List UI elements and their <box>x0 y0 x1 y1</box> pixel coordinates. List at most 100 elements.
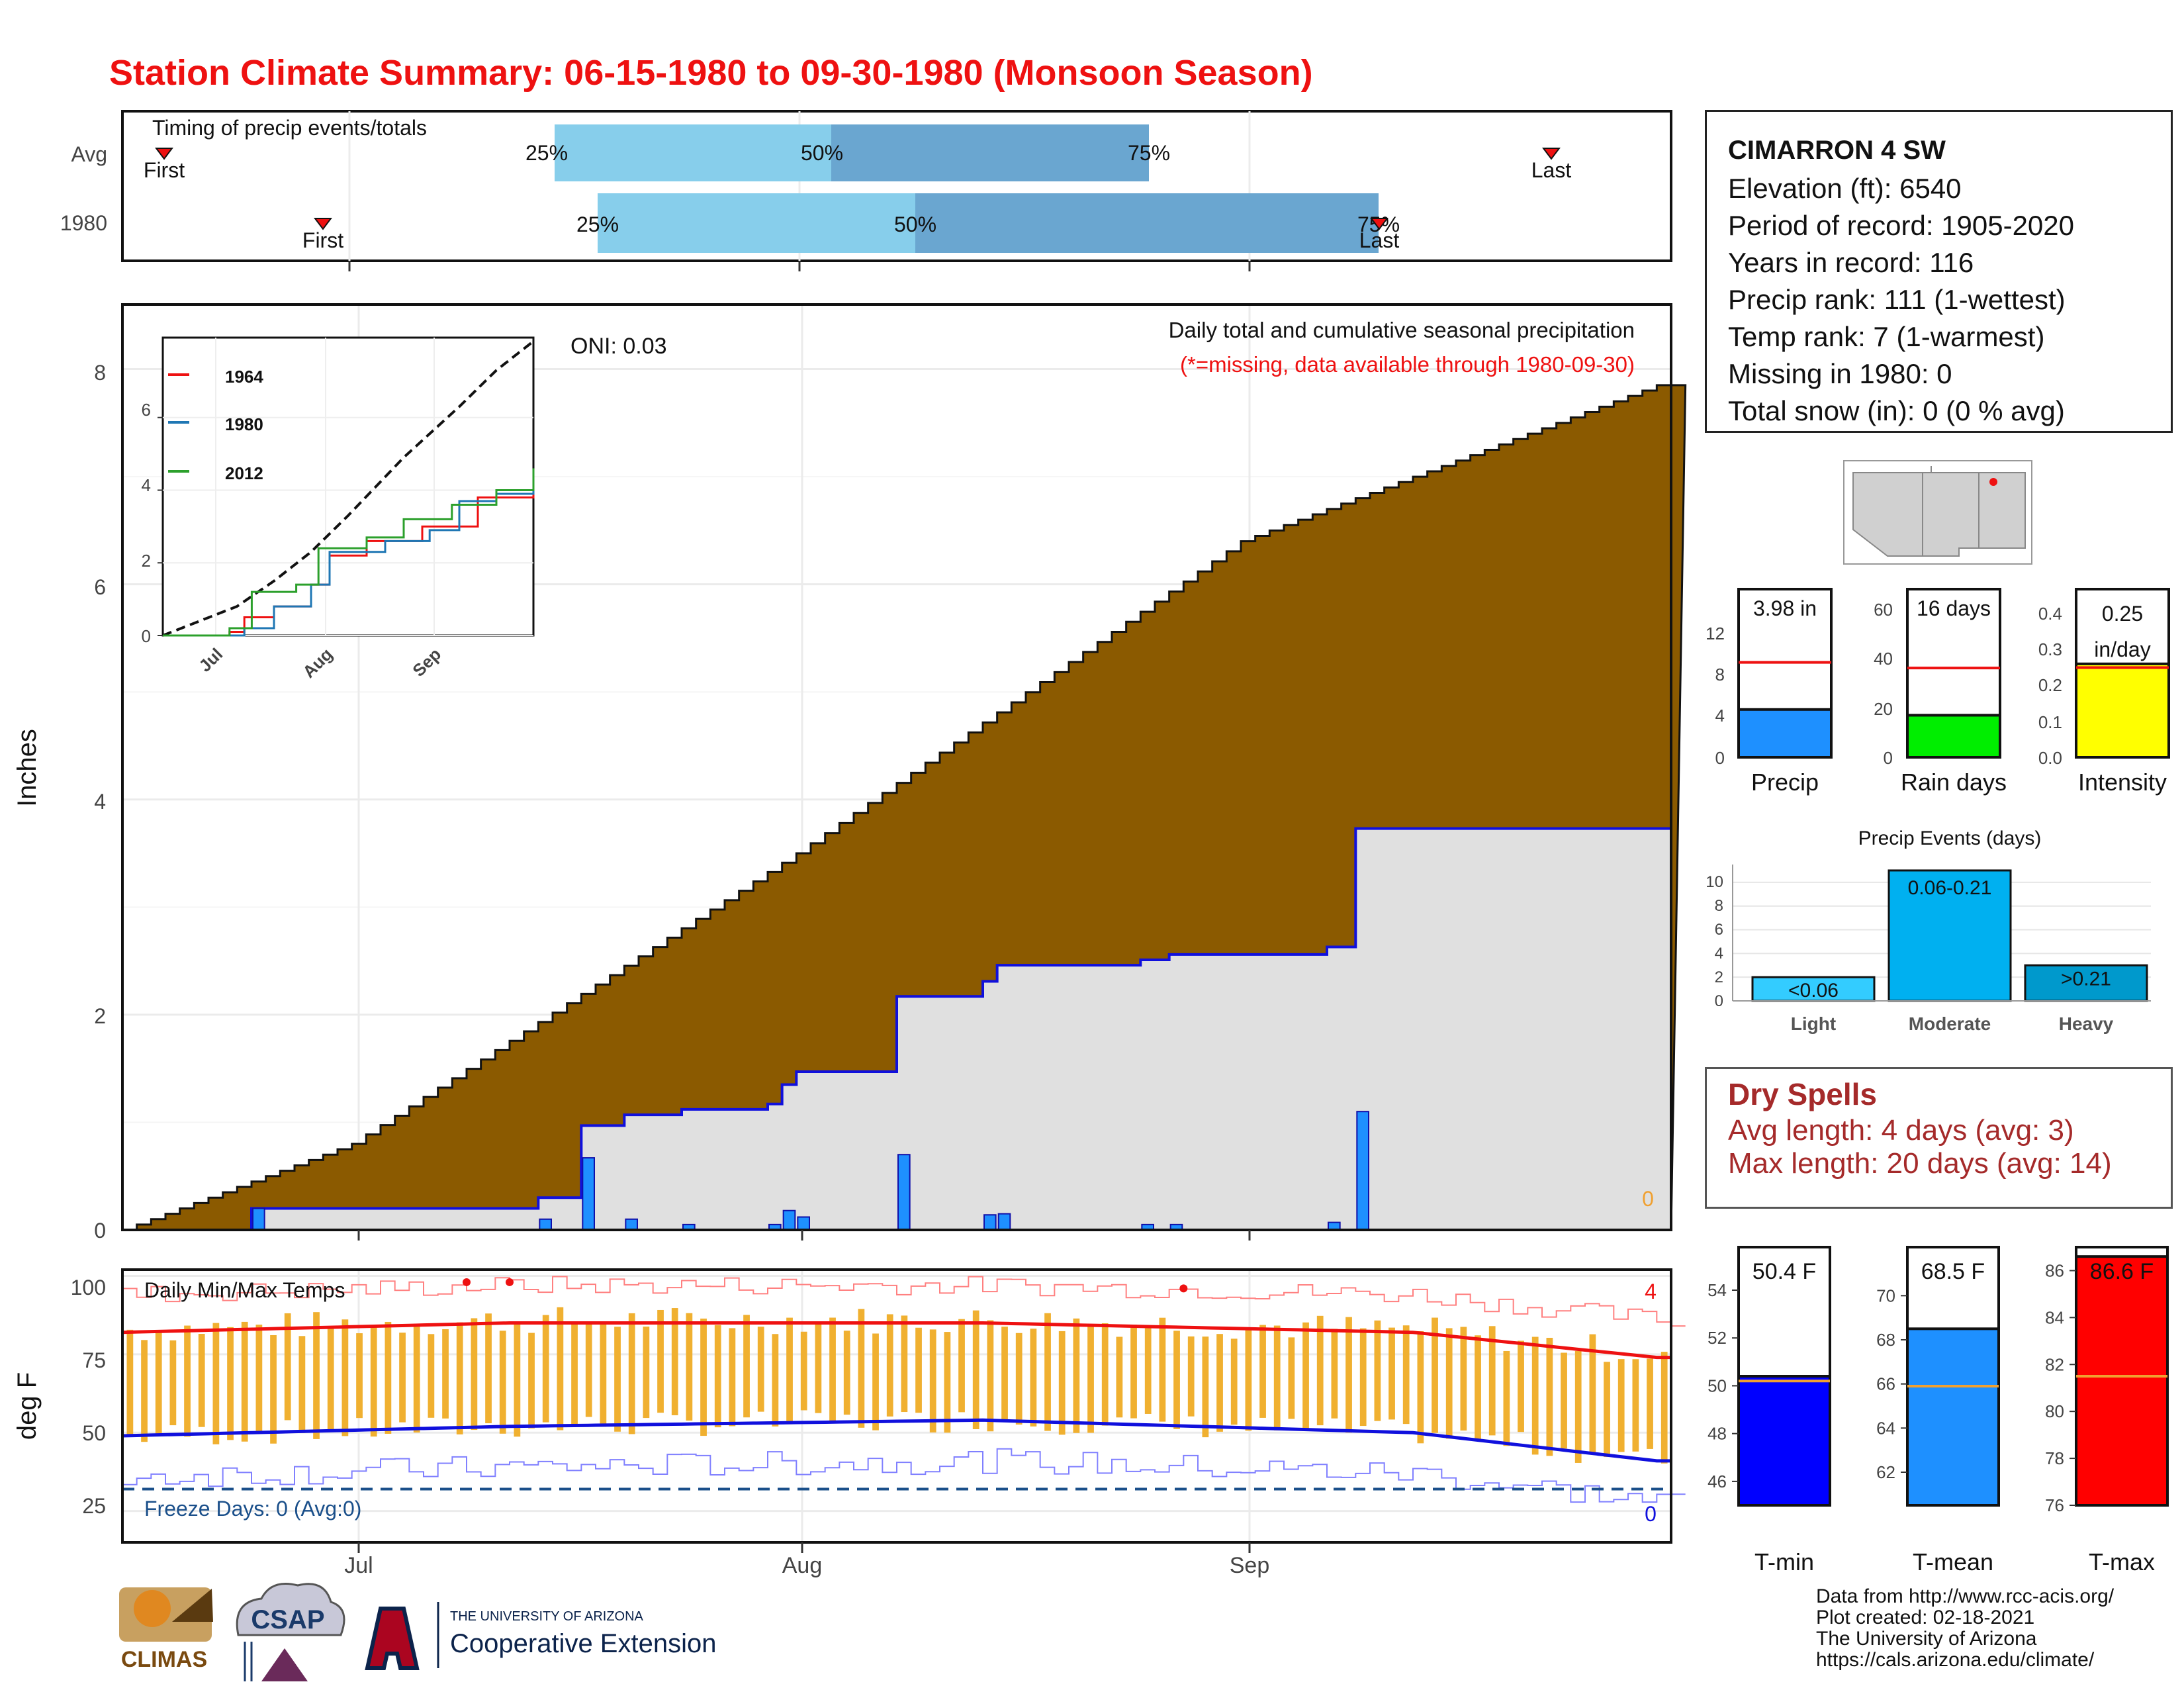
avg-q25-label: 25% <box>525 141 568 165</box>
rain-tick-40: 40 <box>1874 649 1893 669</box>
year-first-label: First <box>302 228 343 252</box>
daily-temp-bar <box>327 1327 334 1430</box>
precip-gauge-bar <box>1737 708 1833 759</box>
daily-temp-bar <box>1230 1338 1238 1425</box>
daily-temp-bar <box>829 1317 836 1423</box>
inset-ytick-4: 4 <box>142 475 151 495</box>
station-snow: Total snow (in): 0 (0 % avg) <box>1728 395 2065 426</box>
daily-temp-bar <box>141 1340 148 1442</box>
tmin-tick: 54 <box>1707 1280 1727 1300</box>
tmax-gauge-value: 86.6 F <box>2090 1259 2154 1284</box>
rain-tick-20: 20 <box>1874 699 1893 719</box>
daily-temp-bar <box>1316 1315 1324 1426</box>
daily-temp-bar <box>786 1317 793 1425</box>
events-title: Precip Events (days) <box>1858 827 2042 849</box>
tmean-gauge: 68.5 F T-mean 62 64 66 68 70 <box>1876 1246 2000 1575</box>
daily-temp-bar <box>1216 1334 1223 1432</box>
events-bar-label: 0.06-0.21 <box>1908 877 1992 899</box>
daily-temp-bar <box>1087 1325 1094 1433</box>
record-low-count: 0 <box>1645 1502 1657 1526</box>
events-ytick-4: 4 <box>1715 945 1723 962</box>
dry-spells-avg: Avg length: 4 days (avg: 3) <box>1728 1114 2074 1147</box>
daily-temp-bar <box>1288 1337 1295 1419</box>
temp-caption: Daily Min/Max Temps <box>144 1278 345 1302</box>
events-ytick-6: 6 <box>1715 921 1723 939</box>
record-high-marker <box>463 1278 471 1286</box>
int-tick-3: 0.3 <box>2038 639 2062 659</box>
daily-temp-bar <box>1445 1328 1453 1439</box>
year-cumulative-line <box>122 827 1671 1231</box>
daily-temp-bar <box>1116 1336 1123 1418</box>
daily-temp-bar <box>1173 1331 1180 1429</box>
daily-temp-bar <box>1488 1326 1496 1436</box>
daily-temp-bar <box>385 1321 392 1434</box>
daily-temp-bar <box>800 1331 807 1411</box>
daily-temp-bar <box>1302 1322 1309 1430</box>
daily-temp-bar <box>1388 1327 1395 1420</box>
tmin-tick: 48 <box>1707 1424 1727 1444</box>
dry-spells-max: Max length: 20 days (avg: 14) <box>1728 1147 2112 1180</box>
daily-precip-bar <box>1356 1111 1369 1231</box>
temp-ytick-75: 75 <box>82 1348 106 1372</box>
tmin-gauge-bar <box>1737 1375 1831 1507</box>
xtick-aug: Aug <box>782 1553 823 1578</box>
daily-temp-bar <box>1417 1331 1424 1444</box>
temp-ylabel: deg F <box>13 1372 42 1440</box>
daily-temp-bar <box>514 1321 521 1437</box>
inset-legend-1980: 1980 <box>225 414 263 434</box>
avg-first-marker-icon <box>155 148 173 160</box>
daily-temp-bar <box>1632 1359 1639 1452</box>
tmean-tick: 70 <box>1876 1286 1895 1305</box>
daily-temp-bar <box>126 1329 134 1434</box>
xtick-sep: Sep <box>1230 1553 1270 1578</box>
station-temp-rank: Temp rank: 7 (1-warmest) <box>1728 321 2045 352</box>
daily-temp-bar <box>1159 1317 1166 1422</box>
events-bar-heavy <box>2024 964 2148 1002</box>
tmax-tick: 78 <box>2045 1448 2064 1468</box>
freeze-days-label: Freeze Days: 0 (Avg:0) <box>144 1497 361 1521</box>
station-elevation: Elevation (ft): 6540 <box>1728 173 1962 204</box>
int-tick-2: 0.2 <box>2038 675 2062 695</box>
daily-temp-bar <box>485 1313 492 1424</box>
year-q50-label: 50% <box>894 212 936 236</box>
tmin-gauge: 50.4 F T-min 46 48 50 52 54 <box>1707 1246 1831 1575</box>
int-tick-1: 0.1 <box>2038 712 2062 732</box>
tmax-tick: 80 <box>2045 1401 2064 1421</box>
daily-temp-bar <box>270 1335 277 1444</box>
daily-temp-bar <box>1374 1320 1381 1421</box>
avg-q75-label: 75% <box>1128 141 1170 165</box>
year-q25-label: 25% <box>576 212 619 236</box>
daily-temp-bar <box>1617 1359 1625 1452</box>
daily-temp-bar <box>571 1321 578 1426</box>
dry-spells-title: Dry Spells <box>1728 1077 1877 1111</box>
events-ytick-10: 10 <box>1706 873 1723 891</box>
dry-spells-box: Dry Spells Avg length: 4 days (avg: 3) M… <box>1705 1067 2173 1209</box>
intensity-gauge-unit: in/day <box>2094 637 2150 661</box>
intensity-gauge-bar <box>2075 662 2170 759</box>
daily-precip-bar <box>625 1218 638 1231</box>
rain-days-gauge-label: Rain days <box>1901 769 2007 796</box>
university-of-arizona-logo: THE UNIVERSITY OF ARIZONA Cooperative Ex… <box>365 1602 716 1670</box>
daily-temp-bar <box>341 1319 349 1436</box>
temp-ytick-100: 100 <box>71 1276 106 1299</box>
csap-logo: CSAP <box>236 1583 345 1681</box>
events-bar-light <box>1751 976 1876 1002</box>
daily-temp-bar <box>757 1327 764 1412</box>
daily-temp-bar <box>370 1325 377 1437</box>
tmean-tick: 64 <box>1876 1418 1895 1438</box>
daily-temp-bar <box>1345 1317 1352 1433</box>
daily-temp-bar <box>1044 1313 1051 1431</box>
daily-temp-bar <box>528 1333 535 1429</box>
daily-precip-bar <box>897 1154 911 1231</box>
daily-temp-bar <box>184 1325 191 1437</box>
tmean-tick: 66 <box>1876 1374 1895 1394</box>
record-high-line <box>122 1276 1686 1327</box>
daily-temp-bar <box>614 1327 621 1432</box>
tmin-tick: 52 <box>1707 1328 1727 1348</box>
year-first-marker-icon <box>314 218 332 230</box>
avg-last-label: Last <box>1531 158 1572 182</box>
daily-temp-bar <box>915 1327 922 1413</box>
daily-temp-bar <box>169 1340 177 1426</box>
ua-small-text: THE UNIVERSITY OF ARIZONA <box>450 1609 644 1624</box>
